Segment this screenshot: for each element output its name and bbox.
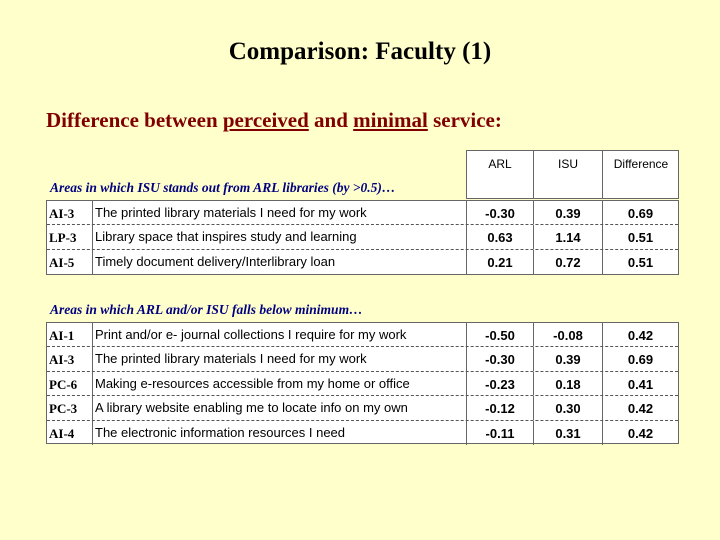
isu-value: 1.14 <box>555 230 581 246</box>
table-row: AI-3 The printed library materials I need… <box>47 347 678 372</box>
isu-value: -0.08 <box>553 328 583 343</box>
column-divider <box>602 249 603 275</box>
isu-value: 0.30 <box>555 401 581 417</box>
arl-value: -0.50 <box>485 328 515 343</box>
row-description: A library website enabling me to locate … <box>95 400 408 416</box>
arl-value: -0.12 <box>485 401 515 417</box>
column-divider <box>602 201 603 225</box>
column-divider <box>466 249 467 275</box>
subtitle: Difference between perceived and minimal… <box>46 108 502 133</box>
column-divider <box>466 201 467 225</box>
column-divider <box>533 201 534 225</box>
column-divider <box>602 323 603 347</box>
table-row: PC-6 Making e-resources accessible from m… <box>47 371 678 397</box>
difference-value: 0.41 <box>627 376 654 392</box>
table-row: AI-1 Print and/or e- journal collections … <box>47 323 678 348</box>
column-divider <box>466 225 467 249</box>
column-divider <box>466 371 467 396</box>
table-row: LP-3 Library space that inspires study an… <box>47 225 678 250</box>
difference-value: 0.42 <box>627 401 654 417</box>
difference-value: 0.69 <box>627 206 654 221</box>
arl-value: 0.63 <box>487 230 513 246</box>
header-difference: Difference <box>613 157 669 171</box>
row-code: AI-1 <box>47 323 93 347</box>
column-divider <box>466 420 467 445</box>
subtitle-part3: service: <box>427 108 502 132</box>
column-divider <box>533 396 534 420</box>
row-description: Timely document delivery/Interlibrary lo… <box>95 253 336 269</box>
column-divider <box>533 323 534 347</box>
column-divider <box>466 323 467 347</box>
isu-value: 0.31 <box>555 425 581 441</box>
column-divider <box>602 151 603 198</box>
row-description: The printed library materials I need for… <box>95 205 367 220</box>
column-divider <box>466 396 467 420</box>
table-row: PC-3 A library website enabling me to loc… <box>47 396 678 421</box>
difference-value: 0.51 <box>627 230 654 246</box>
table-row: AI-4 The electronic information resources… <box>47 420 678 445</box>
row-code: LP-3 <box>47 225 93 249</box>
column-divider <box>533 249 534 275</box>
standout-table: AI-3 The printed library materials I need… <box>46 200 679 275</box>
below-minimum-table: AI-1 Print and/or e- journal collections … <box>46 322 679 445</box>
arl-value: -0.11 <box>485 425 515 441</box>
header-arl: ARL <box>488 157 512 171</box>
column-divider <box>602 225 603 249</box>
isu-value: 0.18 <box>555 376 581 392</box>
subtitle-part1: Difference between <box>46 108 223 132</box>
arl-value: -0.30 <box>485 352 515 368</box>
arl-value: -0.30 <box>485 206 515 221</box>
header-isu: ISU <box>557 157 578 171</box>
isu-value: 0.72 <box>555 254 581 270</box>
subtitle-part2: and <box>308 108 354 132</box>
row-code: AI-3 <box>47 201 93 225</box>
column-divider <box>533 151 534 198</box>
row-code: PC-6 <box>47 371 93 396</box>
section2-label: Areas in which ARL and/or ISU falls belo… <box>50 302 363 317</box>
column-divider <box>533 371 534 396</box>
column-divider <box>602 396 603 420</box>
column-divider <box>533 347 534 371</box>
difference-value: 0.42 <box>627 425 654 441</box>
row-description: Print and/or e- journal collections I re… <box>95 327 407 342</box>
isu-value: 0.39 <box>555 206 581 221</box>
table-row: AI-5 Timely document delivery/Interlibrar… <box>47 249 678 275</box>
row-description: The electronic information resources I n… <box>95 424 346 440</box>
difference-value: 0.69 <box>627 352 654 368</box>
column-header: ARL ISU Difference <box>466 150 679 199</box>
row-description: The printed library materials I need for… <box>95 351 367 367</box>
section1-label: Areas in which ISU stands out from ARL l… <box>50 180 396 195</box>
table-row: AI-3 The printed library materials I need… <box>47 201 678 226</box>
subtitle-minimal: minimal <box>353 108 428 132</box>
column-divider <box>466 347 467 371</box>
row-code: PC-3 <box>47 396 93 420</box>
arl-value: -0.23 <box>485 376 515 392</box>
column-divider <box>602 420 603 445</box>
difference-value: 0.42 <box>627 328 654 343</box>
column-divider <box>533 225 534 249</box>
arl-value: 0.21 <box>487 254 513 270</box>
row-description: Making e-resources accessible from my ho… <box>95 375 410 391</box>
column-divider <box>602 347 603 371</box>
column-divider <box>533 420 534 445</box>
row-code: AI-5 <box>47 249 93 275</box>
column-divider <box>602 371 603 396</box>
row-code: AI-4 <box>47 420 93 445</box>
page-title: Comparison: Faculty (1) <box>228 38 492 65</box>
difference-value: 0.51 <box>627 254 654 270</box>
subtitle-perceived: perceived <box>222 108 309 132</box>
row-description: Library space that inspires study and le… <box>95 229 357 245</box>
isu-value: 0.39 <box>555 352 581 368</box>
row-code: AI-3 <box>47 347 93 371</box>
